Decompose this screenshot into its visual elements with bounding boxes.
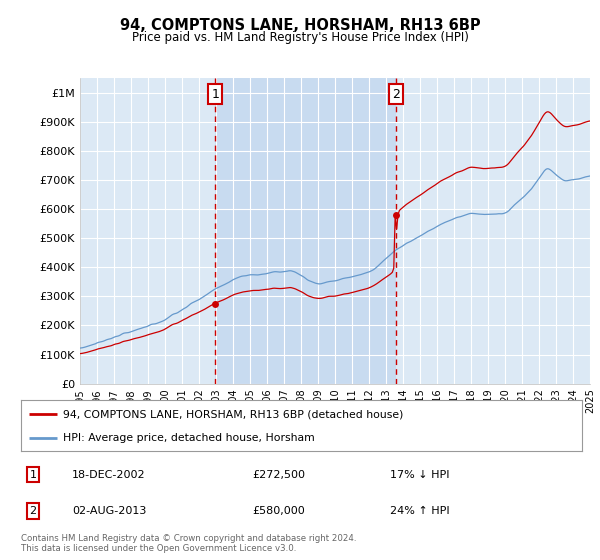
Text: Contains HM Land Registry data © Crown copyright and database right 2024.
This d: Contains HM Land Registry data © Crown c… — [21, 534, 356, 553]
Text: £272,500: £272,500 — [252, 470, 305, 479]
Text: 2: 2 — [29, 506, 37, 516]
Bar — [215, 78, 395, 384]
Text: 24% ↑ HPI: 24% ↑ HPI — [390, 506, 449, 516]
Text: 2: 2 — [392, 87, 400, 101]
Text: 17% ↓ HPI: 17% ↓ HPI — [390, 470, 449, 479]
Text: HPI: Average price, detached house, Horsham: HPI: Average price, detached house, Hors… — [63, 433, 315, 443]
Text: Price paid vs. HM Land Registry's House Price Index (HPI): Price paid vs. HM Land Registry's House … — [131, 31, 469, 44]
Text: 18-DEC-2002: 18-DEC-2002 — [72, 470, 146, 479]
Text: 02-AUG-2013: 02-AUG-2013 — [72, 506, 146, 516]
Text: 1: 1 — [29, 470, 37, 479]
Text: 94, COMPTONS LANE, HORSHAM, RH13 6BP (detached house): 94, COMPTONS LANE, HORSHAM, RH13 6BP (de… — [63, 409, 403, 419]
Text: 1: 1 — [211, 87, 219, 101]
Text: £580,000: £580,000 — [252, 506, 305, 516]
Text: 94, COMPTONS LANE, HORSHAM, RH13 6BP: 94, COMPTONS LANE, HORSHAM, RH13 6BP — [119, 18, 481, 33]
